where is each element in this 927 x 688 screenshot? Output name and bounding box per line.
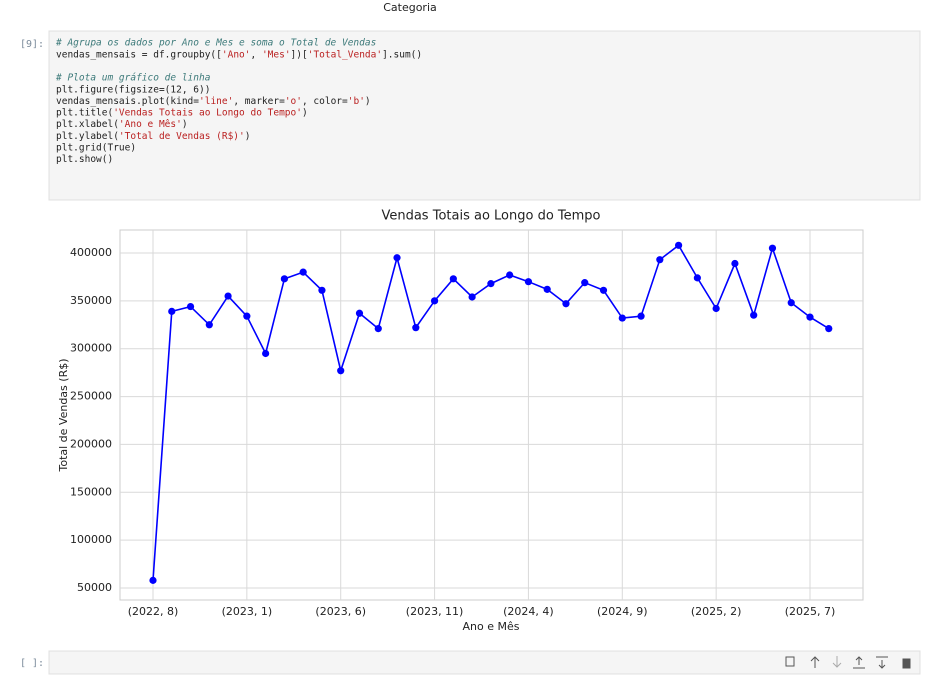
x-tick-label: (2023, 11) (406, 605, 464, 618)
data-point (543, 285, 551, 293)
code-line: plt.title('Vendas Totais ao Longo do Tem… (56, 107, 308, 118)
plot-area (119, 229, 864, 601)
insert-below-icon[interactable] (876, 656, 888, 669)
data-point (205, 321, 213, 329)
data-point (506, 271, 514, 279)
data-point (562, 300, 570, 308)
data-point (581, 279, 589, 287)
data-point (393, 254, 401, 262)
code-cell[interactable] (48, 30, 921, 201)
chart-title: Vendas Totais ao Longo do Tempo (381, 209, 600, 224)
x-axis-label: Ano e Mês (463, 620, 520, 633)
cell-prompt: [ ]: (20, 658, 44, 669)
copy-icon[interactable] (785, 656, 795, 667)
x-tick-label: (2022, 8) (128, 605, 179, 618)
code-line: # Agrupa os dados por Ano e Mes e soma o… (55, 38, 376, 49)
data-point (337, 367, 345, 375)
data-point (430, 297, 439, 305)
insert-above-icon[interactable] (853, 656, 865, 669)
data-point (280, 275, 288, 283)
data-point (656, 256, 664, 264)
x-tick-label: (2024, 9) (597, 605, 648, 618)
code-line: vendas_mensais = df.groupby(['Ano', 'Mes… (56, 49, 422, 60)
data-point (318, 286, 326, 294)
data-point (675, 241, 683, 249)
code-line: plt.ylabel('Total de Vendas (R$)') (56, 130, 251, 141)
data-point (186, 302, 195, 311)
y-axis-label: Total de Vendas (R$) (57, 358, 70, 472)
code-line: plt.xlabel('Ano e Mês') (56, 119, 188, 130)
data-point (806, 313, 814, 321)
data-point (412, 324, 420, 332)
data-point (750, 311, 758, 319)
y-tick-label: 350000 (70, 294, 112, 307)
y-tick-label: 300000 (70, 342, 112, 355)
data-point (487, 280, 495, 288)
data-point (768, 244, 777, 252)
data-point (374, 325, 382, 333)
delete-icon[interactable] (902, 658, 911, 669)
y-tick-label: 200000 (70, 437, 112, 450)
data-point (712, 304, 720, 313)
x-tick-label: (2023, 6) (315, 605, 366, 618)
data-point (468, 293, 476, 301)
y-tick-label: 100000 (70, 533, 112, 546)
data-point (825, 325, 833, 333)
y-tick-label: 150000 (70, 485, 112, 498)
y-tick-label: 400000 (70, 246, 112, 259)
data-point (618, 314, 626, 322)
code-line: plt.show() (56, 154, 113, 165)
data-point (787, 299, 795, 307)
data-point (224, 292, 232, 300)
y-tick-label: 250000 (70, 390, 112, 403)
x-tick-label: (2023, 1) (222, 605, 273, 618)
y-tick-label: 50000 (77, 581, 112, 594)
data-point (243, 312, 251, 320)
move-down-icon[interactable] (832, 656, 842, 668)
empty-cell[interactable] (48, 650, 921, 675)
cell-prompt: [9]: (20, 39, 44, 50)
header-text: Categoria (383, 1, 437, 14)
code-lines: # Agrupa os dados por Ano e Mes e soma o… (55, 38, 422, 165)
x-tick-label: (2025, 7) (785, 605, 836, 618)
data-point (599, 286, 608, 294)
cell-toolbar (785, 656, 911, 669)
data-point (524, 278, 533, 286)
data-point (693, 274, 701, 282)
data-point (299, 268, 307, 276)
code-line: vendas_mensais.plot(kind='line', marker=… (56, 96, 371, 107)
data-point (637, 312, 645, 320)
data-point (149, 576, 157, 584)
chart: Vendas Totais ao Longo do Tempo Ano e Mê… (57, 209, 864, 633)
code-line: plt.figure(figsize=(12, 6)) (56, 84, 210, 95)
data-point (449, 275, 457, 283)
code-line: # Plota um gráfico de linha (55, 72, 211, 83)
x-tick-label: (2025, 2) (691, 605, 742, 618)
data-point (355, 309, 364, 317)
data-point (168, 307, 176, 315)
data-point (731, 259, 739, 268)
code-line: plt.grid(True) (56, 142, 136, 153)
x-tick-label: (2024, 4) (503, 605, 554, 618)
move-up-icon[interactable] (810, 656, 820, 668)
data-point (262, 349, 270, 358)
